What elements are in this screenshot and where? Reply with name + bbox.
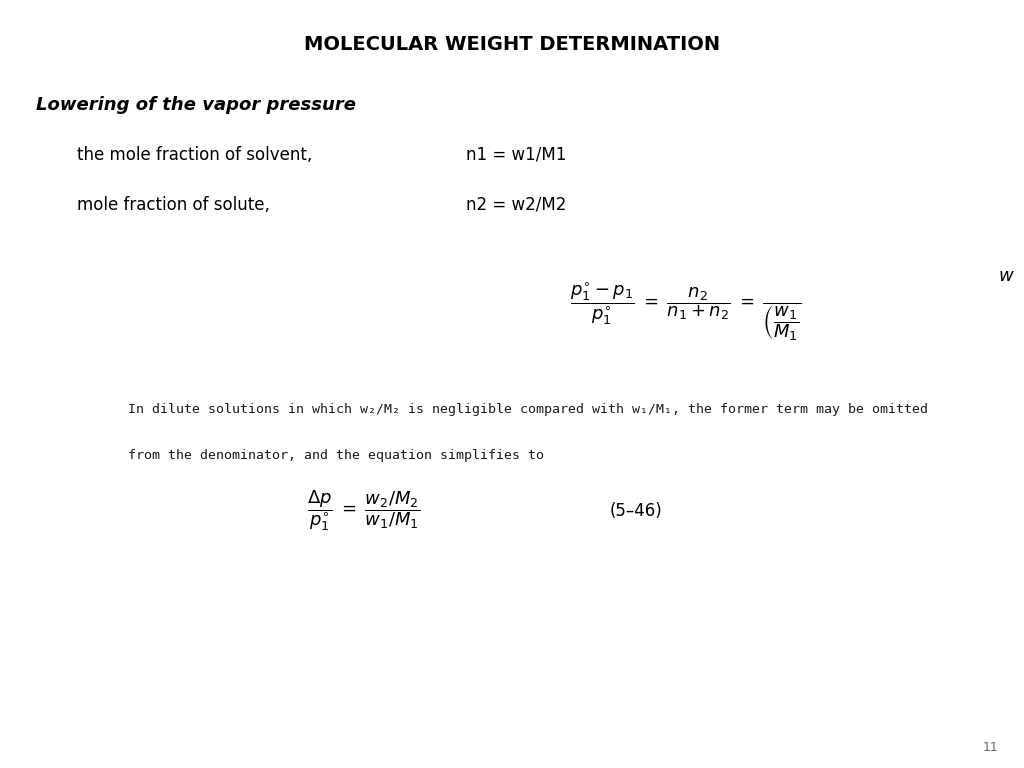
Text: n1 = w1/M1: n1 = w1/M1 xyxy=(466,146,566,164)
Text: the mole fraction of solvent,: the mole fraction of solvent, xyxy=(77,146,312,164)
Text: 11: 11 xyxy=(983,741,998,754)
Text: $w$: $w$ xyxy=(998,267,1015,286)
Text: In dilute solutions in which w₂/M₂ is negligible compared with w₁/M₁, the former: In dilute solutions in which w₂/M₂ is ne… xyxy=(128,403,928,416)
Text: Lowering of the vapor pressure: Lowering of the vapor pressure xyxy=(36,96,356,114)
Text: $\dfrac{\Delta p}{p_1^{\circ}} \;=\; \dfrac{w_2/M_2}{w_1/M_1}$: $\dfrac{\Delta p}{p_1^{\circ}} \;=\; \df… xyxy=(307,488,420,533)
Text: $\dfrac{p_1^{\circ} - p_1}{p_1^{\circ}} \;=\; \dfrac{n_2}{n_1 + n_2} \;=\; \dfra: $\dfrac{p_1^{\circ} - p_1}{p_1^{\circ}} … xyxy=(570,280,802,343)
Text: from the denominator, and the equation simplifies to: from the denominator, and the equation s… xyxy=(128,449,544,462)
Text: MOLECULAR WEIGHT DETERMINATION: MOLECULAR WEIGHT DETERMINATION xyxy=(304,35,720,54)
Text: (5–46): (5–46) xyxy=(609,502,663,520)
Text: mole fraction of solute,: mole fraction of solute, xyxy=(77,196,269,214)
Text: n2 = w2/M2: n2 = w2/M2 xyxy=(466,196,566,214)
